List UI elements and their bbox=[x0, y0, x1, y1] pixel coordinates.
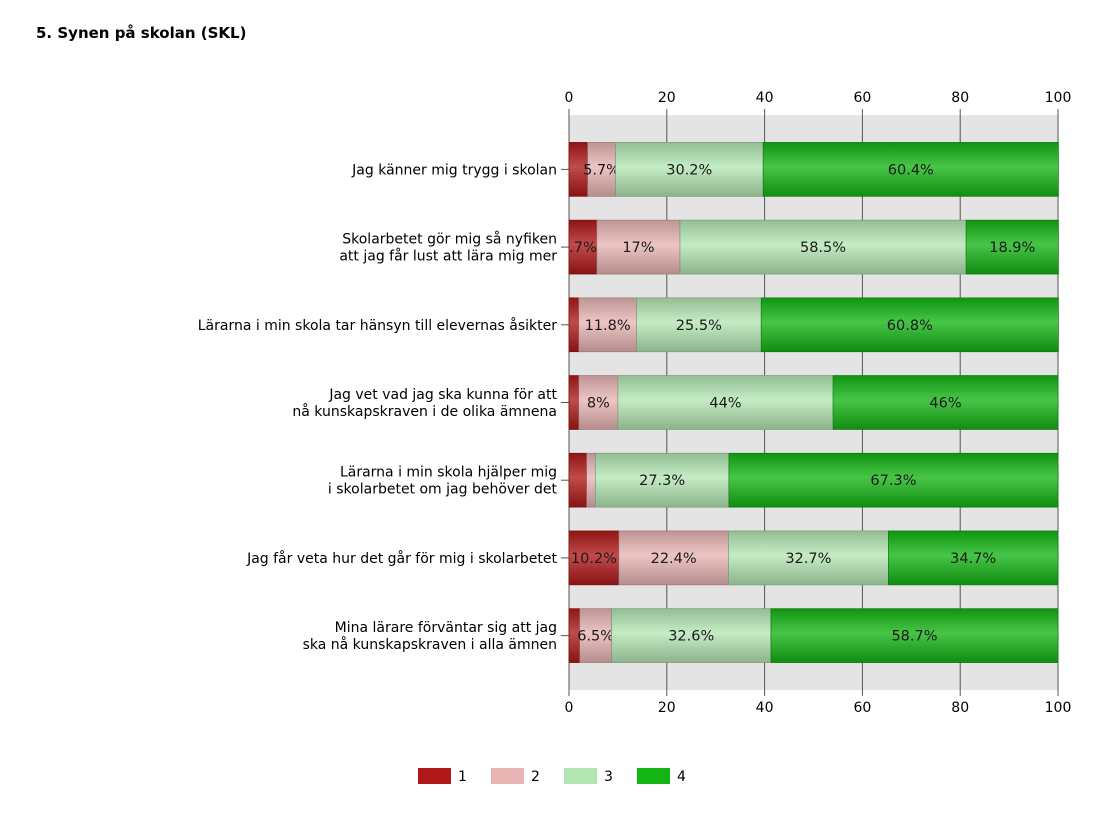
category-label: Lärarna i min skola hjälper mig i skolarb… bbox=[328, 465, 558, 498]
data-label: 25.5% bbox=[676, 318, 722, 334]
category-label: Jag vet vad jag ska kunna för att nå kuns… bbox=[292, 387, 557, 420]
bar-segment-series-1 bbox=[568, 375, 580, 430]
data-label: 10.2% bbox=[571, 551, 617, 567]
bar-segment-series-3 bbox=[728, 530, 889, 586]
category-label: Jag känner mig trygg i skolan bbox=[351, 162, 557, 178]
legend-label-1: 1 bbox=[458, 769, 467, 785]
bar-segment-series-2 bbox=[578, 375, 619, 430]
bar-segment-series-1 bbox=[568, 530, 620, 586]
category-label: Jag får veta hur det går för mig i skola… bbox=[246, 550, 557, 567]
bar-segment-series-3 bbox=[636, 297, 762, 353]
data-label: 32.7% bbox=[785, 551, 831, 567]
category-label-line: att jag får lust att lära mig mer bbox=[339, 248, 557, 265]
bottom-tick-label: 60 bbox=[853, 700, 871, 716]
bar-segment-series-4 bbox=[888, 530, 1059, 586]
category-label-line: Mina lärare förväntar sig att jag bbox=[335, 620, 557, 636]
data-label: 60.4% bbox=[888, 162, 934, 178]
bar-segment-series-2 bbox=[587, 142, 616, 197]
bar-segment-series-2 bbox=[618, 530, 729, 586]
data-label: 60.8% bbox=[887, 318, 933, 334]
bottom-tick-label: 20 bbox=[658, 700, 676, 716]
data-label: .7% bbox=[569, 240, 597, 256]
bar-segment-series-2 bbox=[586, 452, 596, 508]
legend-label-2: 2 bbox=[531, 769, 540, 785]
bar-segment-series-4 bbox=[965, 219, 1059, 275]
data-label: 17% bbox=[622, 240, 654, 256]
data-label: 6.5% bbox=[577, 629, 614, 645]
chart-title: 5. Synen på skolan (SKL) bbox=[36, 24, 247, 42]
bar-segment-series-4 bbox=[762, 142, 1059, 197]
data-label: 44% bbox=[709, 396, 741, 412]
category-label: Skolarbetet gör mig så nyfiken att jag få… bbox=[339, 231, 557, 265]
category-label-line: Lärarna i min skola hjälper mig bbox=[340, 465, 557, 481]
bar-segment-series-3 bbox=[617, 375, 834, 430]
top-tick-label: 40 bbox=[756, 90, 774, 106]
bar-segment-series-2 bbox=[578, 297, 637, 353]
bar-segment-series-1 bbox=[568, 219, 598, 275]
category-label-line: Jag känner mig trygg i skolan bbox=[351, 162, 557, 178]
data-label: 8% bbox=[587, 396, 610, 412]
data-label: 18.9% bbox=[989, 240, 1035, 256]
data-label: 34.7% bbox=[950, 551, 996, 567]
top-tick-label: 60 bbox=[853, 90, 871, 106]
bottom-tick-label: 100 bbox=[1045, 700, 1072, 716]
legend-swatch-2 bbox=[491, 768, 524, 784]
data-label: 58.7% bbox=[891, 629, 937, 645]
category-label-line: Skolarbetet gör mig så nyfiken bbox=[342, 231, 557, 248]
bar-segment-series-1 bbox=[568, 297, 580, 353]
bottom-tick-label: 0 bbox=[565, 700, 574, 716]
category-label-line: Jag vet vad jag ska kunna för att bbox=[328, 387, 557, 403]
bar-segment-series-4 bbox=[760, 297, 1059, 353]
bar-segment-series-3 bbox=[615, 142, 764, 197]
bar-segment-series-4 bbox=[728, 452, 1059, 508]
legend-label-4: 4 bbox=[677, 769, 686, 785]
category-label-line: nå kunskapskraven i de olika ämnena bbox=[292, 403, 557, 420]
bar-segment-series-4 bbox=[770, 608, 1059, 663]
top-tick-label: 80 bbox=[951, 90, 969, 106]
legend-label-3: 3 bbox=[604, 769, 613, 785]
data-label: 32.6% bbox=[668, 629, 714, 645]
legend-swatch-3 bbox=[564, 768, 597, 784]
category-label-line: Jag får veta hur det går för mig i skola… bbox=[246, 550, 557, 567]
data-label: 46% bbox=[929, 396, 961, 412]
data-label: 58.5% bbox=[800, 240, 846, 256]
top-tick-label: 0 bbox=[565, 90, 574, 106]
legend-swatch-4 bbox=[637, 768, 670, 784]
category-label-line: ska nå kunskapskraven i alla ämnen bbox=[303, 636, 557, 653]
category-label-line: Lärarna i min skola tar hänsyn till elev… bbox=[198, 317, 558, 334]
bar-segment-series-4 bbox=[832, 375, 1059, 430]
category-label: Lärarna i min skola tar hänsyn till elev… bbox=[198, 317, 558, 334]
bar-segment-series-2 bbox=[596, 219, 681, 275]
bar-segment-series-3 bbox=[679, 219, 967, 275]
top-tick-label: 100 bbox=[1045, 90, 1072, 106]
bottom-tick-label: 80 bbox=[951, 700, 969, 716]
bottom-tick-label: 40 bbox=[756, 700, 774, 716]
bar-segment-series-2 bbox=[579, 608, 612, 663]
data-label: 30.2% bbox=[666, 162, 712, 178]
data-label: 11.8% bbox=[585, 318, 631, 334]
top-tick-label: 20 bbox=[658, 90, 676, 106]
legend-swatch-1 bbox=[418, 768, 451, 784]
bar-segment-series-3 bbox=[595, 452, 730, 508]
data-label: 27.3% bbox=[639, 473, 685, 489]
bar-segment-series-3 bbox=[611, 608, 772, 663]
category-label: Mina lärare förväntar sig att jag ska nå … bbox=[303, 620, 557, 653]
category-label-line: i skolarbetet om jag behöver det bbox=[328, 482, 558, 498]
bar-segment-series-1 bbox=[568, 452, 587, 508]
data-label: 5.7% bbox=[583, 162, 620, 178]
data-label: 67.3% bbox=[870, 473, 916, 489]
data-label: 22.4% bbox=[651, 551, 697, 567]
